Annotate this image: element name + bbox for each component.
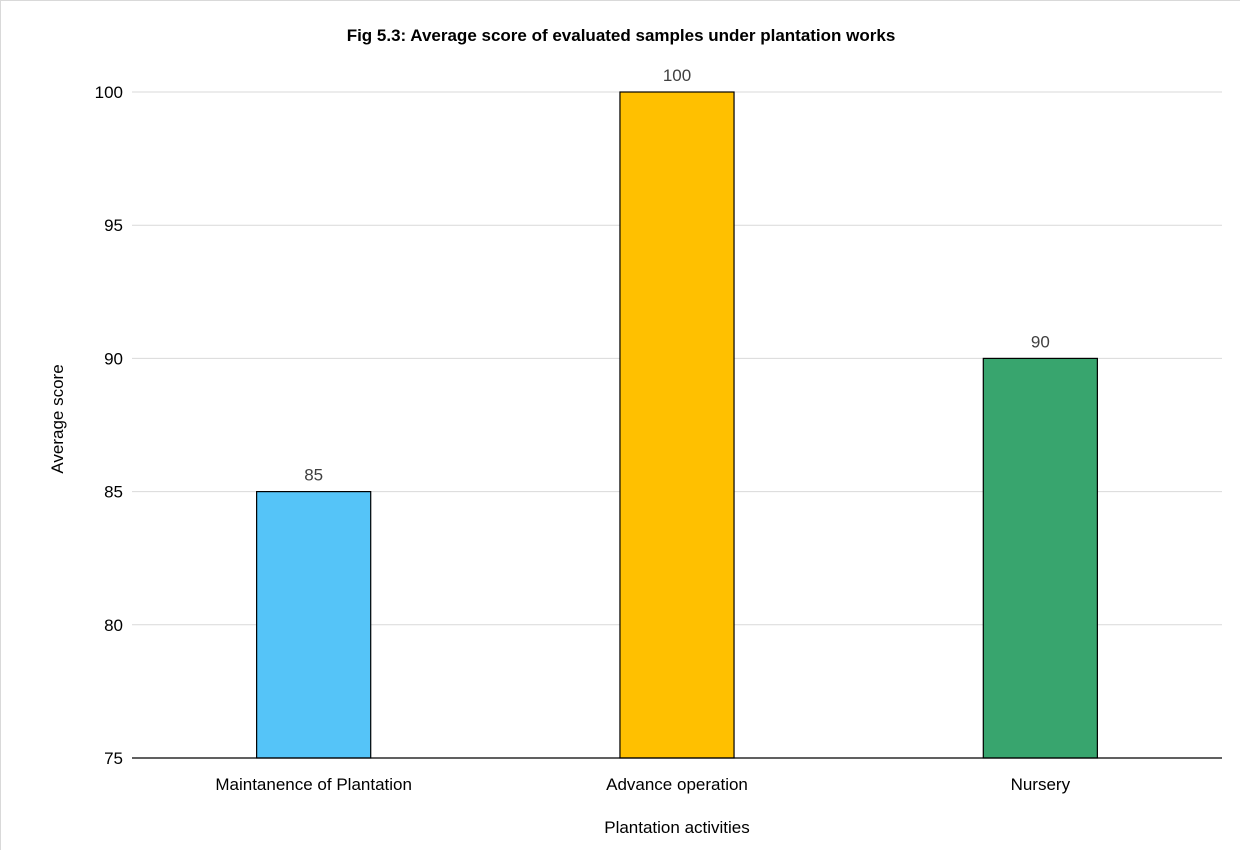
y-tick-label: 75 — [104, 749, 123, 768]
x-tick-label: Nursery — [1011, 775, 1071, 794]
data-label: 100 — [663, 66, 691, 85]
data-label: 90 — [1031, 332, 1050, 351]
bar — [256, 491, 372, 759]
bars — [256, 91, 1098, 759]
data-labels: 85 100 90 — [304, 66, 1050, 485]
x-tick-label: Maintanence of Plantation — [215, 775, 412, 794]
x-tick-label: Advance operation — [606, 775, 748, 794]
bar — [982, 357, 1098, 759]
bar — [619, 91, 735, 759]
y-axis-ticks: 75 80 85 90 95 100 — [95, 83, 123, 768]
y-axis-title: Average score — [48, 364, 67, 473]
data-label: 85 — [304, 466, 323, 485]
y-tick-label: 90 — [104, 349, 123, 368]
x-axis-ticks: Maintanence of Plantation Advance operati… — [215, 775, 1070, 794]
chart-title: Fig 5.3: Average score of evaluated samp… — [347, 26, 896, 45]
y-tick-label: 80 — [104, 616, 123, 635]
y-tick-label: 85 — [104, 483, 123, 502]
y-tick-label: 95 — [104, 216, 123, 235]
y-tick-label: 100 — [95, 83, 123, 102]
x-axis-title: Plantation activities — [604, 818, 750, 837]
